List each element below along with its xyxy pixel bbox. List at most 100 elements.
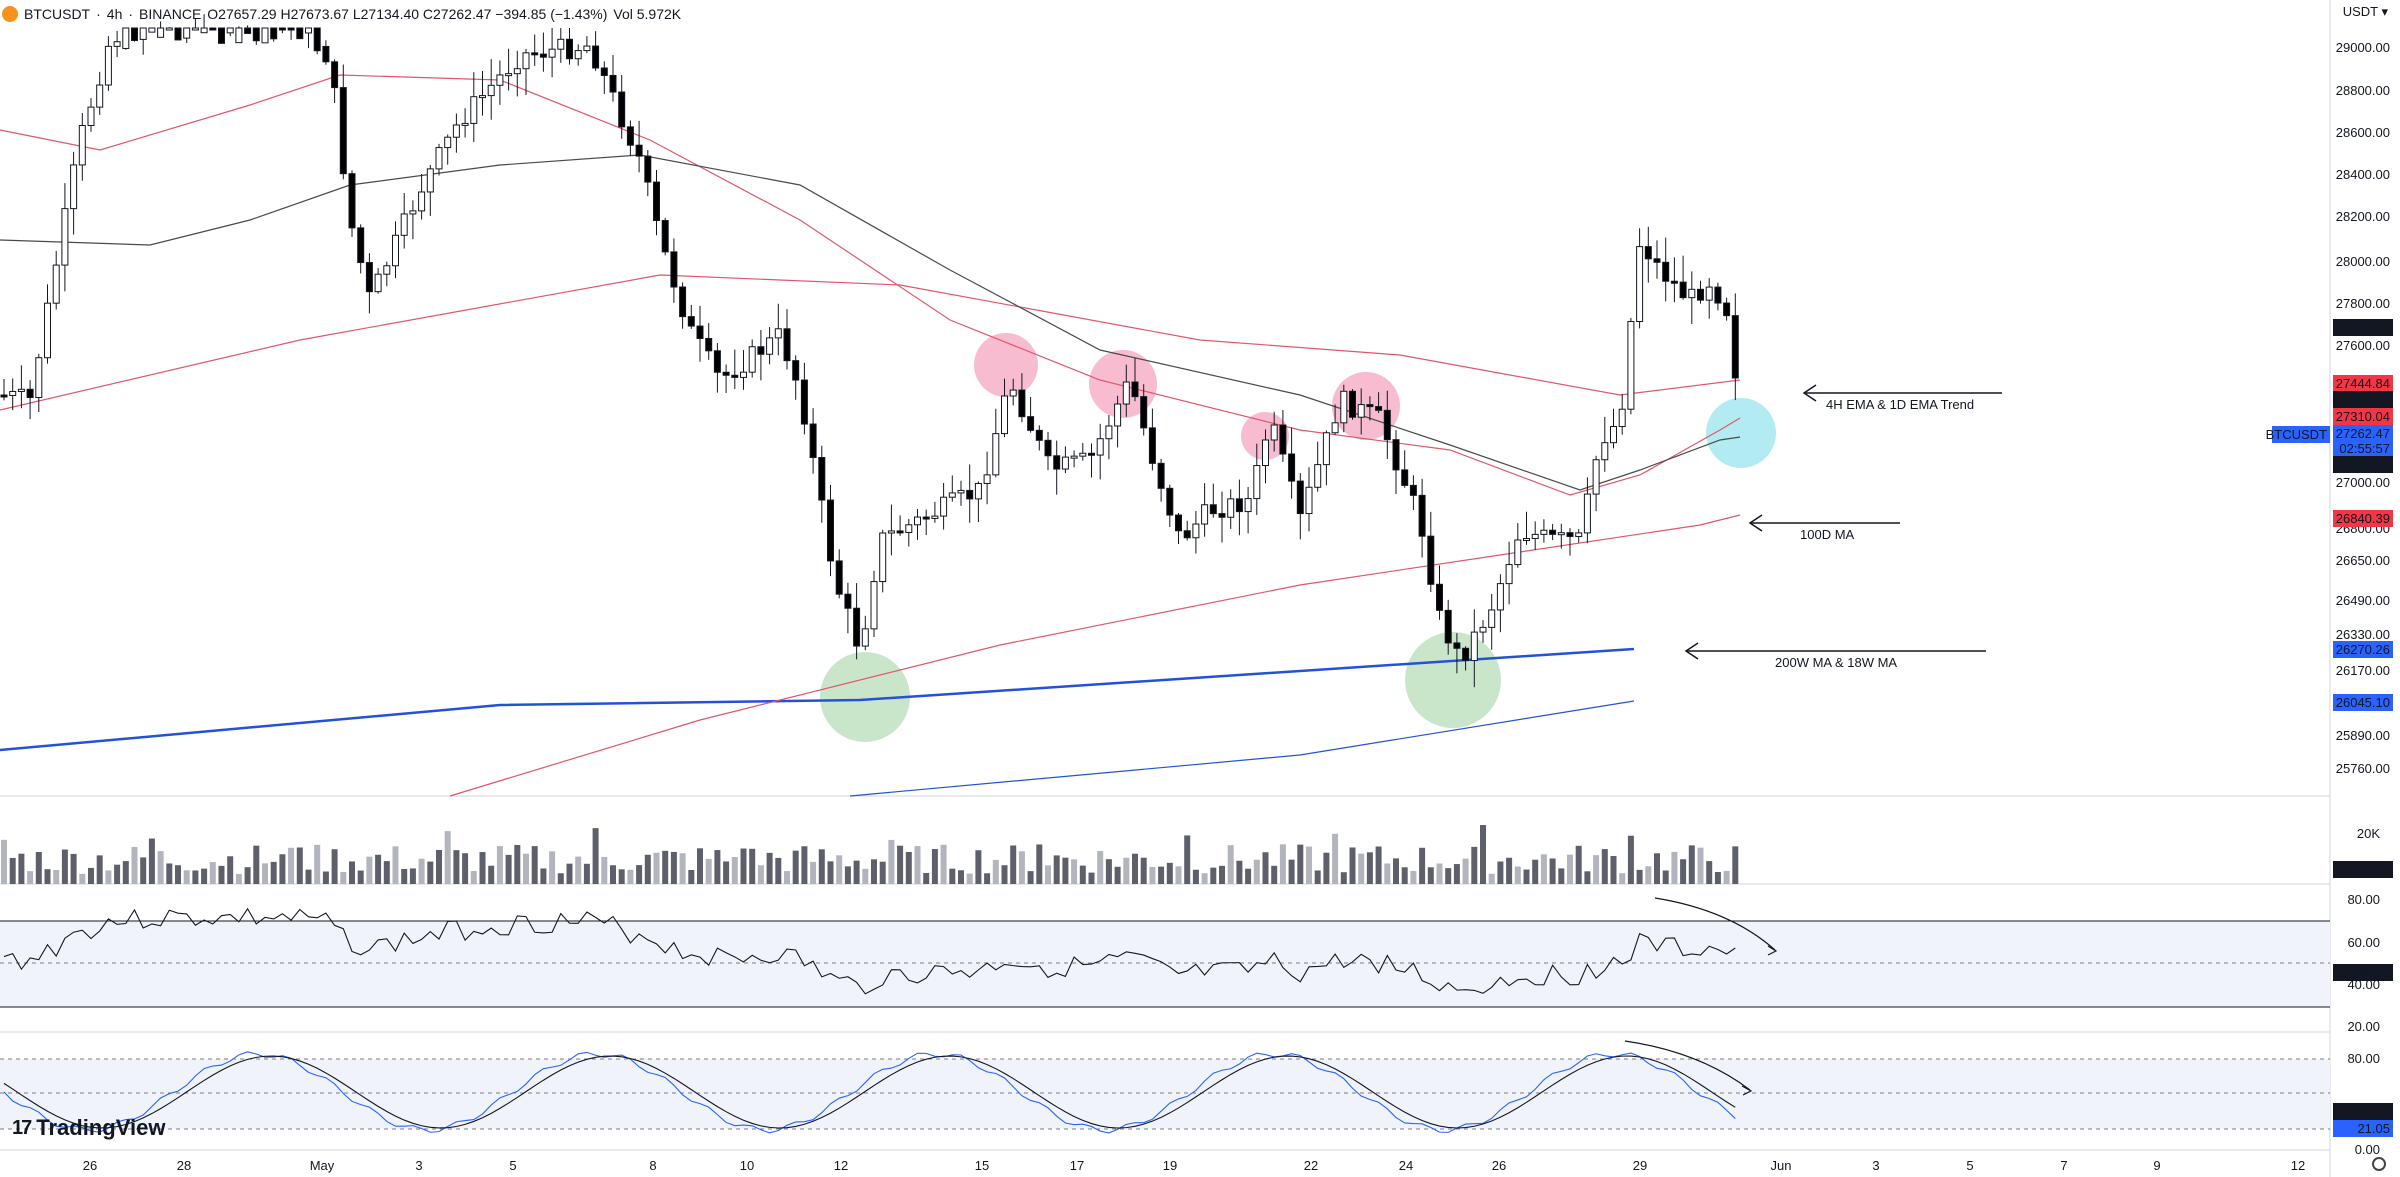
volume-bar — [1001, 865, 1008, 884]
volume-bar — [244, 867, 251, 884]
candle-body — [218, 27, 225, 44]
candle-body — [1088, 452, 1095, 456]
volume-bar — [96, 855, 103, 884]
candle-body — [9, 390, 17, 396]
candle-body — [1505, 564, 1513, 585]
volume-bar — [357, 870, 364, 884]
volume-bar — [1593, 855, 1600, 884]
candle-body — [278, 27, 286, 31]
volume-bar — [1349, 847, 1356, 884]
price-badge — [2333, 319, 2393, 336]
ma-200w-line — [0, 647, 1635, 752]
price-tick: 28800.00 — [2336, 83, 2390, 98]
candle-body — [1592, 459, 1600, 495]
price-tick: 28600.00 — [2336, 125, 2390, 140]
candle-body — [1436, 583, 1443, 611]
rsi-tick: 60.00 — [2347, 935, 2380, 950]
volume-bar — [9, 857, 16, 884]
rsi-badge-text: 45.56 — [2357, 965, 2390, 980]
volume-bar — [140, 857, 147, 884]
price-badge — [2333, 440, 2393, 457]
candle-body — [600, 67, 608, 76]
volume-bar — [688, 869, 695, 884]
volume-bar — [1279, 844, 1286, 884]
volume-bar — [958, 870, 964, 884]
volume-bar — [1140, 857, 1147, 884]
candle-body — [940, 496, 948, 517]
candle-body — [1270, 424, 1278, 441]
candle-body — [1618, 408, 1626, 428]
volume-bar — [888, 839, 895, 884]
price-badge — [2333, 391, 2393, 408]
rsi-tick: 80.00 — [2347, 892, 2380, 907]
candle-body — [713, 350, 721, 373]
volume-bar — [836, 855, 843, 884]
candle-body — [522, 52, 530, 70]
candle-body — [983, 474, 991, 484]
price-badge-text: 27262.47 — [2336, 426, 2390, 441]
volume-bar — [1575, 845, 1582, 884]
time-tick: 28 — [177, 1158, 191, 1173]
exchange: BINANCE — [139, 6, 202, 22]
candle-body — [844, 593, 852, 609]
volume-bar — [792, 850, 799, 884]
volume-bar — [175, 865, 181, 884]
candle-body — [1122, 381, 1130, 405]
volume-bar — [79, 873, 86, 884]
volume-bar — [592, 828, 599, 884]
volume-bar — [1271, 865, 1278, 884]
price-badge-text: 27438.41 — [2336, 392, 2390, 407]
candle-body — [931, 515, 939, 519]
volume-bar — [1732, 846, 1739, 884]
symbol-tag-text: BTCUSDT — [2266, 427, 2327, 442]
candle-body — [1679, 281, 1687, 299]
volume-bar — [349, 861, 355, 884]
volume-bar — [992, 859, 999, 884]
candle-body — [740, 371, 747, 378]
candle-body — [1288, 453, 1296, 482]
volume-bar — [1480, 825, 1486, 884]
volume-bar — [940, 844, 947, 884]
time-tick: Jun — [1771, 1158, 1792, 1173]
price-tick: 26330.00 — [2336, 627, 2390, 642]
volume-bar — [131, 846, 138, 884]
volume-bar — [1619, 873, 1626, 884]
candle-body — [113, 41, 121, 47]
volume-bar — [1723, 870, 1730, 884]
candle-body — [479, 95, 486, 99]
currency-selector[interactable]: USDT — [2343, 4, 2388, 20]
candle-body — [26, 388, 34, 399]
candle-body — [1653, 258, 1661, 263]
candle-body — [1470, 631, 1478, 662]
symbol-name[interactable]: BTCUSDT — [24, 6, 91, 22]
interval[interactable]: 4h — [106, 6, 123, 22]
candle-body — [200, 27, 208, 34]
volume-bar — [288, 847, 295, 884]
volume-bar — [35, 852, 42, 884]
candle-body — [1401, 469, 1409, 486]
volume-bar — [610, 865, 616, 884]
candle-body — [1061, 456, 1069, 470]
candle-body — [1583, 493, 1591, 534]
candle-body — [365, 262, 373, 293]
candle-body — [1479, 626, 1487, 633]
gear-icon[interactable] — [2372, 1157, 2386, 1171]
volume-bar — [1340, 872, 1347, 884]
candle-body — [887, 530, 895, 534]
branding-text: TradingView — [36, 1115, 166, 1140]
candle-body — [957, 489, 965, 494]
candle-body — [287, 27, 295, 31]
candle-body — [252, 27, 260, 42]
time-tick: 3 — [1872, 1158, 1879, 1173]
candle-body — [87, 106, 95, 126]
candle-body — [1070, 455, 1078, 459]
candle-body — [470, 96, 478, 124]
candle-body — [531, 52, 539, 56]
candle-body — [183, 27, 191, 39]
volume-bar — [914, 846, 921, 884]
price-badge-text: 26045.10 — [2336, 695, 2390, 710]
candle-body — [1140, 396, 1148, 429]
candle-body — [1670, 280, 1678, 284]
volume-bar — [305, 869, 312, 884]
